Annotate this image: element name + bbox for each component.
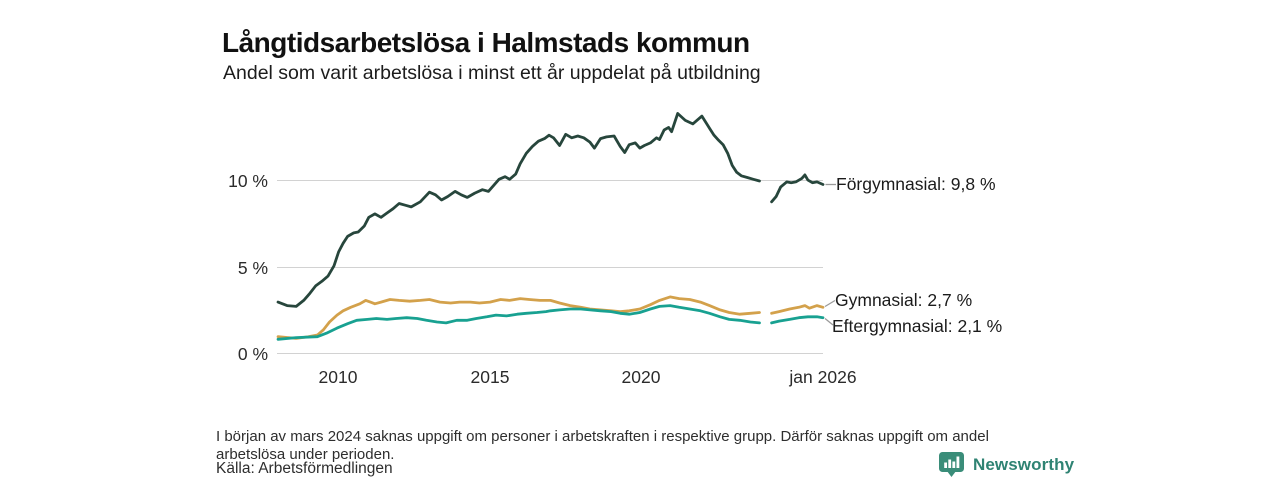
bar-chart-bubble-icon — [939, 452, 964, 477]
gridline-0 — [277, 353, 823, 354]
y-tick-5: 5 % — [237, 258, 268, 278]
x-tick-2010: 2010 — [318, 367, 358, 387]
series-label-eftergymnasial: Eftergymnasial: 2,1 % — [832, 316, 1003, 336]
newsworthy-logo[interactable]: Newsworthy — [938, 451, 1074, 478]
page-title: Långtidsarbetslösa i Halmstads kommun — [222, 26, 750, 58]
line-gymnasial — [276, 295, 761, 340]
line-gymnasial — [770, 304, 825, 315]
line-eftergymnasial — [770, 315, 825, 325]
line-förgymnasial — [276, 112, 761, 308]
x-tick-2015: 2015 — [470, 367, 510, 387]
line-eftergymnasial — [276, 304, 761, 341]
x-tick-2020: 2020 — [621, 367, 661, 387]
y-tick-0: 0 % — [237, 344, 268, 364]
source-note: Källa: Arbetsförmedlingen — [216, 460, 393, 477]
gridline-5 — [277, 267, 823, 268]
x-tick-jan-2026: jan 2026 — [789, 367, 857, 387]
series-label-gymnasial: Gymnasial: 2,7 % — [835, 290, 973, 310]
chart-footnote: I början av mars 2024 saknas uppgift om … — [216, 428, 989, 463]
label-connector-gymnasial — [824, 299, 836, 308]
chart-subtitle: Andel som varit arbetslösa i minst ett å… — [223, 62, 761, 84]
gridline-10 — [277, 180, 823, 181]
brand-name: Newsworthy — [973, 454, 1075, 474]
label-connector-eftergymnasial — [824, 317, 834, 326]
line-förgymnasial — [770, 173, 825, 204]
line-plot — [276, 112, 836, 341]
series-label-forgymnasial: Förgymnasial: 9,8 % — [836, 174, 996, 194]
y-tick-10: 10 % — [228, 171, 268, 191]
